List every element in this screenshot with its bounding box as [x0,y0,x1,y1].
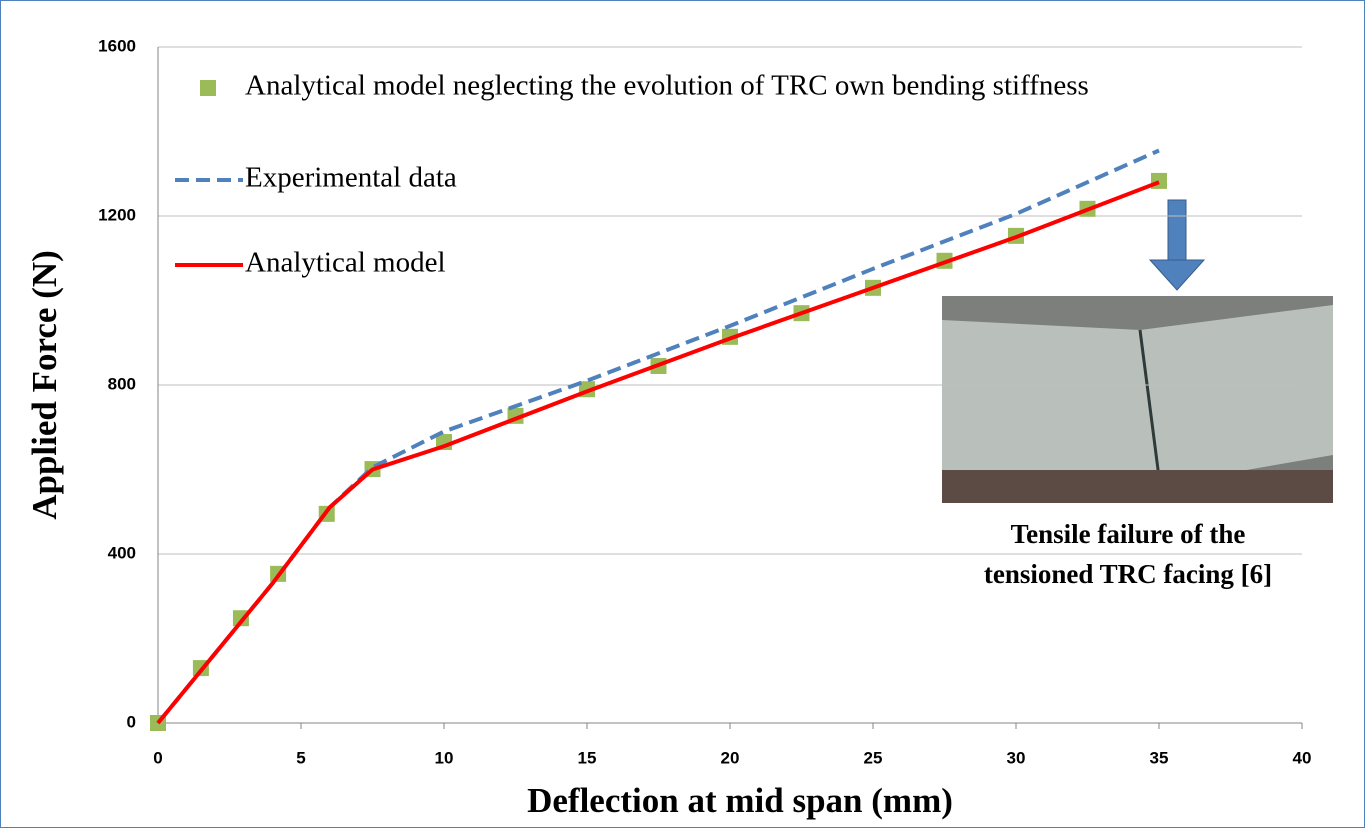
x-tick-label: 15 [578,748,597,767]
x-tick-label: 25 [864,748,883,767]
legend-label: Experimental data [245,162,457,194]
x-tick-label: 30 [1007,748,1026,767]
x-tick-label: 20 [721,748,740,767]
series-line [156,180,1160,725]
x-tick-label: 5 [296,748,305,767]
marker [1151,172,1167,189]
y-tick-label: 1600 [98,36,136,55]
annotation: tensioned TRC facing [6] [984,559,1272,589]
y-tick-label: 800 [108,374,136,393]
series-line [156,148,1160,725]
x-tick-label: 40 [1293,748,1312,767]
y-tick-label: 1200 [98,205,136,224]
annotation: Tensile failure of the [1011,519,1246,549]
legend-label: Analytical model [245,247,446,279]
x-tick-label: 10 [435,748,454,767]
x-tick-label: 35 [1150,748,1169,767]
x-tick-label: 0 [153,748,162,767]
legend-marker [200,80,216,96]
x-axis-label: Deflection at mid span (mm) [527,781,953,820]
arrow [1148,199,1206,291]
y-axis-label: Applied Force (N) [25,250,64,520]
y-tick-label: 0 [127,712,136,731]
legend-label: Analytical model neglecting the evolutio… [245,70,1089,102]
y-tick-label: 400 [108,543,136,562]
photo [942,296,1333,503]
